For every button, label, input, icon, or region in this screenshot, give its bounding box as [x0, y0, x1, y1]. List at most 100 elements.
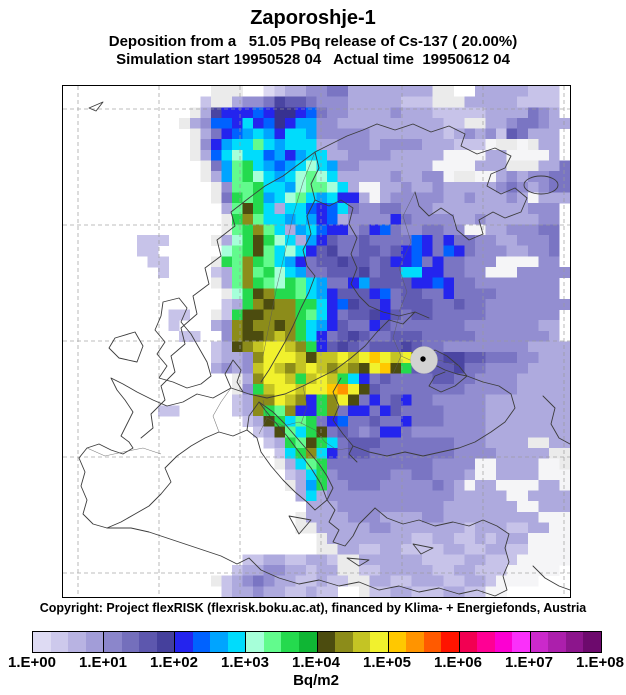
deposition-cell — [496, 213, 507, 225]
deposition-cell — [517, 501, 529, 513]
deposition-cell — [401, 501, 412, 513]
colorbar-step — [494, 632, 513, 652]
deposition-cell — [496, 224, 507, 236]
deposition-cell — [453, 266, 465, 278]
deposition-cell — [348, 362, 360, 374]
deposition-cell — [390, 490, 402, 502]
deposition-cell — [432, 341, 444, 353]
coast-crete — [346, 557, 370, 567]
deposition-cell — [517, 352, 529, 364]
deposition-cell — [517, 298, 529, 310]
deposition-cell — [422, 522, 433, 534]
deposition-cell — [210, 362, 222, 374]
deposition-cell — [369, 298, 381, 310]
deposition-cell — [369, 256, 381, 268]
deposition-cell — [274, 309, 286, 321]
deposition-cell — [548, 373, 560, 385]
deposition-cell — [263, 298, 275, 310]
deposition-cell — [295, 575, 307, 587]
deposition-cell — [305, 384, 317, 396]
deposition-cell — [379, 298, 391, 310]
deposition-cell — [221, 149, 233, 161]
deposition-cell — [221, 266, 233, 278]
deposition-cell — [232, 565, 243, 577]
deposition-cell — [485, 362, 497, 374]
deposition-cell — [527, 522, 539, 534]
deposition-cell — [232, 352, 243, 364]
deposition-cell — [369, 266, 381, 278]
coast-cyprus — [412, 543, 434, 555]
deposition-cell — [443, 490, 455, 502]
deposition-cell — [274, 160, 286, 172]
deposition-cell — [295, 128, 307, 140]
deposition-cell — [517, 533, 529, 545]
deposition-cell — [379, 128, 391, 140]
deposition-cell — [538, 96, 550, 108]
deposition-cell — [232, 181, 243, 193]
deposition-cell — [474, 533, 486, 545]
deposition-cell — [496, 458, 507, 470]
deposition-cell — [496, 96, 507, 108]
deposition-cell — [453, 213, 465, 225]
deposition-cell — [548, 288, 560, 300]
deposition-cell — [274, 394, 286, 406]
deposition-cell — [305, 128, 317, 140]
deposition-cell — [548, 362, 560, 374]
deposition-cell — [232, 330, 243, 342]
colorbar-step — [139, 632, 157, 652]
deposition-cell — [485, 203, 497, 215]
deposition-cell — [443, 203, 455, 215]
deposition-cell — [263, 384, 275, 396]
deposition-cell — [422, 437, 433, 449]
deposition-cell — [379, 543, 391, 555]
deposition-cell — [443, 160, 455, 172]
deposition-cell — [496, 565, 507, 577]
colorbar-step — [316, 632, 336, 652]
deposition-cell — [284, 586, 296, 597]
deposition-cell — [253, 309, 264, 321]
deposition-cell — [232, 256, 243, 268]
deposition-cell — [390, 277, 402, 289]
deposition-cell — [422, 181, 433, 193]
deposition-cell — [474, 203, 486, 215]
deposition-cell — [453, 128, 465, 140]
deposition-cell — [232, 288, 243, 300]
source-marker — [410, 346, 438, 374]
deposition-cell — [548, 330, 560, 342]
deposition-cell — [453, 288, 465, 300]
deposition-cell — [295, 469, 307, 481]
deposition-cell — [506, 405, 518, 417]
deposition-cell — [432, 107, 444, 119]
deposition-cell — [348, 181, 360, 193]
deposition-cell — [453, 330, 465, 342]
deposition-cell — [453, 554, 465, 566]
deposition-cell — [390, 160, 402, 172]
deposition-cell — [464, 405, 476, 417]
deposition-cell — [295, 245, 307, 257]
deposition-cell — [443, 213, 455, 225]
map-svg — [63, 86, 570, 597]
deposition-cell — [443, 128, 455, 140]
deposition-cell — [200, 117, 212, 129]
deposition-cell — [221, 235, 233, 246]
deposition-cell — [369, 511, 381, 523]
deposition-cell — [316, 171, 328, 183]
deposition-cell — [284, 181, 296, 193]
deposition-cell — [358, 458, 370, 470]
deposition-cell — [210, 341, 222, 353]
deposition-cell — [422, 586, 433, 597]
deposition-cell — [464, 426, 476, 438]
border-finland-russia — [398, 191, 416, 313]
deposition-cell — [390, 447, 402, 459]
deposition-cell — [401, 96, 412, 108]
deposition-cell — [305, 107, 317, 119]
deposition-cell — [295, 447, 307, 459]
deposition-cell — [453, 373, 465, 385]
deposition-cell — [358, 405, 370, 417]
deposition-cell — [474, 330, 486, 342]
deposition-cell — [538, 235, 550, 246]
deposition-cell — [464, 458, 476, 470]
deposition-cell — [305, 256, 317, 268]
deposition-cell — [390, 426, 402, 438]
deposition-cell — [305, 437, 317, 449]
